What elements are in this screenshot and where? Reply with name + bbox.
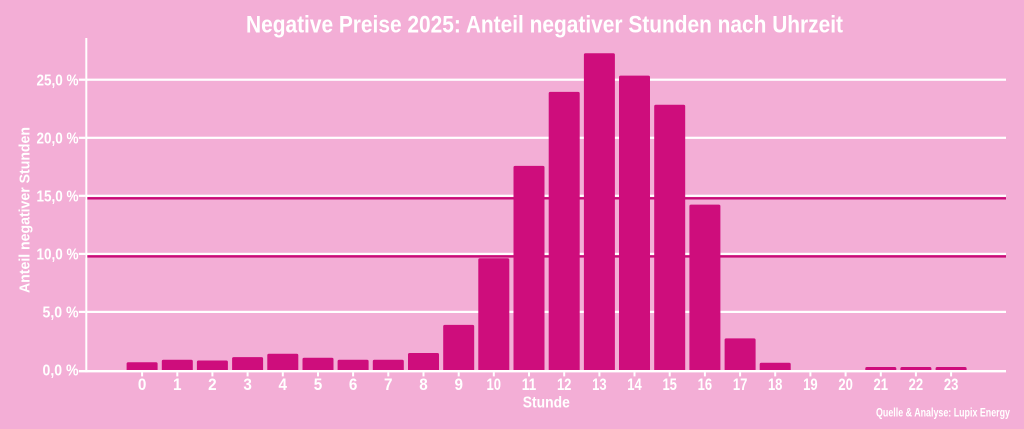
svg-text:11: 11: [522, 375, 537, 394]
svg-text:0: 0: [138, 375, 147, 394]
svg-text:9: 9: [454, 375, 463, 394]
svg-text:Stunde: Stunde: [523, 395, 570, 412]
svg-text:5: 5: [314, 375, 323, 394]
svg-text:3: 3: [243, 375, 252, 394]
svg-text:4: 4: [279, 375, 288, 394]
svg-text:5,0 %: 5,0 %: [43, 305, 79, 322]
svg-text:10,0 %: 10,0 %: [37, 247, 79, 264]
svg-text:Negative Preise 2025: Anteil n: Negative Preise 2025: Anteil negativer S…: [246, 12, 843, 39]
svg-text:25,0 %: 25,0 %: [37, 72, 79, 89]
svg-text:22: 22: [909, 375, 924, 394]
svg-text:21: 21: [874, 375, 889, 394]
svg-text:18: 18: [768, 375, 783, 394]
svg-text:16: 16: [698, 375, 713, 394]
svg-text:13: 13: [592, 375, 607, 394]
svg-text:6: 6: [349, 375, 358, 394]
svg-text:15,0 %: 15,0 %: [37, 189, 79, 206]
svg-text:1: 1: [173, 375, 182, 394]
svg-text:12: 12: [557, 375, 572, 394]
svg-text:17: 17: [733, 375, 748, 394]
svg-text:Quelle & Analyse: Lupix Energy: Quelle & Analyse: Lupix Energy: [876, 406, 1010, 420]
svg-text:10: 10: [487, 375, 502, 394]
svg-text:2: 2: [208, 375, 217, 394]
svg-text:23: 23: [944, 375, 959, 394]
svg-text:Anteil negativer Stunden: Anteil negativer Stunden: [17, 127, 34, 293]
svg-text:0,0 %: 0,0 %: [43, 363, 79, 380]
svg-text:7: 7: [384, 375, 393, 394]
svg-text:15: 15: [662, 375, 677, 394]
svg-text:20,0 %: 20,0 %: [37, 131, 79, 148]
svg-text:8: 8: [419, 375, 428, 394]
svg-text:14: 14: [627, 375, 642, 394]
svg-text:20: 20: [838, 375, 853, 394]
svg-text:19: 19: [803, 375, 818, 394]
